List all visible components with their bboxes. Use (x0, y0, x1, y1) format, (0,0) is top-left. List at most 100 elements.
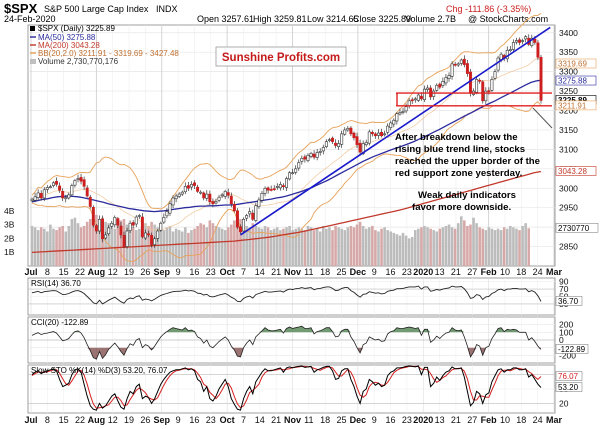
candle-body-77 (266, 187, 270, 191)
xaxis-bottom-label-26: 21 (451, 415, 461, 425)
volume-bar-103 (346, 227, 350, 266)
xaxis-label-32: Mar (546, 267, 563, 277)
candle-body-89 (303, 156, 307, 160)
volume-bar-87 (297, 227, 301, 266)
candle-body-93 (315, 152, 319, 158)
candle-body-138 (453, 63, 457, 66)
volume-bar-24 (104, 221, 107, 266)
candle-body-29 (119, 225, 123, 236)
xaxis-bottom-label-25: 13 (435, 415, 445, 425)
volume-bar-91 (309, 227, 313, 266)
candle-body-6 (48, 186, 52, 189)
candle-body-15 (76, 178, 80, 181)
candle-body-65 (229, 195, 233, 205)
volume-bar-11 (64, 231, 68, 266)
candle-body-113 (377, 132, 380, 136)
volume-bar-110 (368, 227, 371, 266)
volume-bar-8 (55, 230, 58, 266)
volume-bar-101 (340, 228, 343, 266)
candle-body-71 (248, 211, 252, 215)
candle-body-101 (340, 133, 344, 145)
volume-bar-150 (490, 228, 494, 266)
watermark-box (215, 46, 347, 67)
candle-body-74 (257, 199, 261, 207)
volume-tag-text: 2730770 (558, 224, 590, 233)
volume-bar-152 (496, 228, 500, 266)
annotation-indicators-line-2: favor more downside. (412, 202, 511, 213)
volume-bar-64 (226, 227, 230, 266)
candle-body-143 (469, 71, 472, 94)
volume-bar-37 (144, 223, 147, 266)
volume-bar-156 (509, 225, 512, 266)
candle-body-3 (39, 193, 43, 199)
cci-positive-fill (32, 326, 541, 333)
candle-body-61 (217, 196, 221, 201)
candle-body-46 (171, 197, 175, 206)
price-ytick-0: 2850 (559, 242, 578, 252)
change-stat: Chg -111.86 (-3.35%) (446, 4, 531, 14)
volume-bar-46 (171, 231, 175, 266)
volume-bar-13 (70, 219, 74, 266)
xaxis-bottom-label-31: 24 (533, 415, 543, 425)
xaxis-bottom-label-23: 23 (402, 415, 412, 425)
candle-body-147 (481, 81, 485, 102)
volume-bar-68 (239, 219, 242, 266)
candle-body-151 (493, 71, 497, 79)
xaxis-label-20: Dec (350, 267, 367, 277)
volume-bar-45 (168, 225, 172, 266)
volume-bar-55 (199, 223, 202, 266)
xaxis-label-30: 18 (516, 267, 526, 277)
candle-body-36 (140, 216, 144, 238)
candle-body-49 (180, 191, 184, 195)
stoch-title: Slow STO %K(14) %D(3) 53.20, 76.07 (31, 366, 168, 375)
xaxis-bottom-label-32: Mar (546, 415, 563, 425)
candle-body-105 (352, 132, 356, 139)
candle-body-137 (450, 63, 454, 77)
annotation-indicators: Weak daily indicators favor more downsid… (412, 190, 516, 213)
candle-body-140 (459, 59, 463, 64)
index-name: S&P 500 Large Cap Index (44, 4, 149, 14)
candle-body-30 (122, 234, 126, 247)
price-tag-text-4: 3043.28 (558, 167, 587, 176)
candle-body-88 (300, 158, 304, 162)
candle-body-69 (242, 219, 246, 232)
xaxis-label-14: 14 (255, 267, 265, 277)
ma200-line (31, 170, 542, 254)
candle-body-60 (214, 201, 218, 204)
candle-body-163 (530, 37, 534, 46)
xaxis-label-3: 22 (75, 267, 85, 277)
rising-trend-line (240, 26, 551, 236)
candle-body-21 (94, 225, 98, 232)
candle-body-73 (254, 205, 258, 221)
date-label: 24-Feb-2020 (4, 14, 56, 24)
candle-body-32 (128, 222, 132, 231)
volume-bar-36 (141, 220, 144, 266)
volume-bar-42 (159, 228, 163, 266)
annotation-main-line-4: red support zone yesterday. (395, 168, 522, 179)
volume-bar-94 (318, 231, 322, 266)
candle-body-148 (484, 90, 488, 102)
candle-body-72 (251, 212, 255, 220)
xaxis-bottom-label-4: Aug (88, 415, 106, 425)
volume-bar-120 (398, 235, 402, 266)
volume-bar-18 (85, 221, 89, 266)
candle-body-160 (521, 40, 525, 42)
xaxis-bottom-label-16: Nov (284, 415, 301, 425)
volume-bar-93 (315, 228, 319, 266)
legend-bb: BB(20,2.0) 3211.91 - 3319.69 - 3427.48 (38, 49, 179, 58)
volume-bar-144 (472, 217, 475, 266)
volume-bar-44 (165, 227, 169, 266)
legend-ma50: MA(50) 3275.88 (38, 33, 96, 42)
candle-body-14 (73, 180, 77, 186)
volume-bar-114 (380, 228, 383, 266)
candle-body-5 (45, 187, 49, 190)
candle-body-123 (407, 100, 411, 107)
volume-bar-81 (279, 230, 282, 266)
volume-bar-151 (493, 230, 497, 266)
volume-ytick-3: 4B (4, 206, 15, 216)
candle-body-90 (306, 154, 310, 161)
volume-bar-48 (177, 230, 181, 266)
volume-stat: Volume 2.7B (405, 14, 456, 24)
candle-body-0 (30, 198, 34, 201)
xaxis-label-28: Feb (481, 267, 498, 277)
